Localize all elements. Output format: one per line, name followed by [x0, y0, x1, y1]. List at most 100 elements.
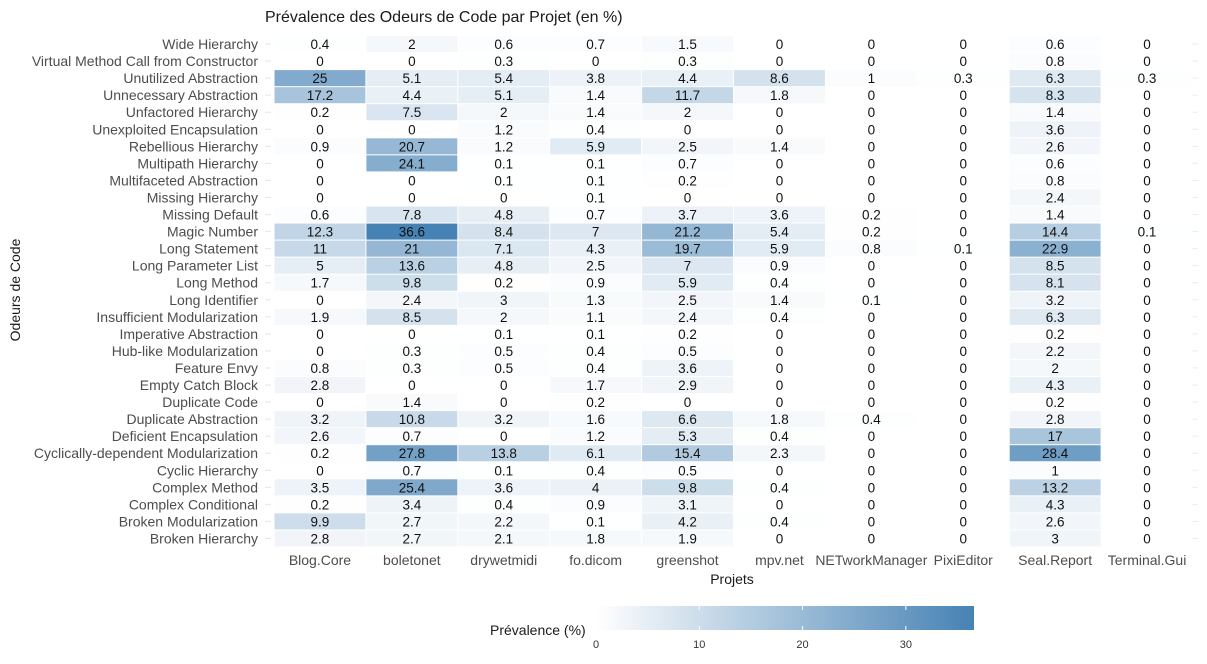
- heatmap-cell: [825, 308, 917, 325]
- cell-value-label: 1.2: [494, 122, 513, 137]
- cell-value-label: 24.1: [399, 156, 425, 171]
- cell-value-label: 2.4: [678, 310, 697, 325]
- heatmap-cell: [550, 308, 642, 325]
- cell-value-label: 4.3: [1046, 378, 1065, 393]
- heatmap-cell: [1101, 359, 1193, 376]
- cell-value-label: 1.4: [770, 293, 789, 308]
- heatmap-cell: [734, 462, 825, 479]
- heatmap-cell: [642, 206, 733, 223]
- heatmap-cell: [1009, 53, 1101, 70]
- cell-value-label: 0: [959, 327, 967, 342]
- heatmap-cell: [1009, 87, 1101, 104]
- heatmap-cell: [550, 325, 642, 342]
- cell-value-label: 0: [408, 327, 416, 342]
- cell-value-label: 0: [1143, 497, 1151, 512]
- heatmap-cell: [366, 428, 458, 445]
- heatmap-cell: [1009, 462, 1101, 479]
- heatmap-cell: [642, 53, 733, 70]
- cell-value-label: 0: [776, 497, 784, 512]
- cell-value-label: 0: [959, 429, 967, 444]
- cell-value-label: 0: [776, 344, 784, 359]
- y-axis-label: Unnecessary Abstraction: [103, 87, 258, 103]
- cell-value-label: 3.6: [770, 208, 789, 223]
- heatmap-cell: [1101, 206, 1193, 223]
- heatmap-cell: [274, 121, 366, 138]
- cell-value-label: 0: [868, 190, 876, 205]
- cell-value-label: 0.4: [770, 276, 789, 291]
- cell-value-label: 0: [868, 344, 876, 359]
- cell-value-label: 0: [868, 514, 876, 529]
- heatmap-cell: [825, 462, 917, 479]
- heatmap-cell: [642, 359, 733, 376]
- heatmap-cell: [917, 479, 1009, 496]
- cell-value-label: 0: [959, 208, 967, 223]
- y-axis-label: Complex Conditional: [129, 496, 258, 512]
- cell-value-label: 0: [776, 327, 784, 342]
- cell-value-label: 0: [959, 225, 967, 240]
- cell-value-label: 0: [1143, 122, 1151, 137]
- heatmap-cell-labels: 0.4 2 0.6 0.7 1.5 0 0 0 0.6 00 0 0.3 0 0.3 0 0 0 0.8 025 5.…: [307, 37, 1157, 546]
- heatmap-cell: [1009, 274, 1101, 291]
- heatmap-cell: [366, 274, 458, 291]
- heatmap-cell: [825, 394, 917, 411]
- heatmap-cell: [917, 53, 1009, 70]
- cell-value-label: 0: [959, 37, 967, 52]
- heatmap-cell: [274, 325, 366, 342]
- heatmap-cell: [1101, 189, 1193, 206]
- heatmap-cell: [550, 479, 642, 496]
- cell-value-label: 3.4: [402, 497, 421, 512]
- heatmap-cell: [825, 377, 917, 394]
- cell-value-label: 0: [776, 190, 784, 205]
- cell-value-label: 0: [776, 105, 784, 120]
- heatmap-cell: [642, 513, 733, 530]
- heatmap-cell: [825, 121, 917, 138]
- heatmap-cell: [825, 240, 917, 257]
- heatmap-cell: [642, 104, 733, 121]
- heatmap-cell: [1009, 155, 1101, 172]
- cell-value-label: 13.2: [1042, 480, 1068, 495]
- cell-value-label: 0.2: [311, 497, 330, 512]
- cell-value-label: 0.7: [678, 156, 697, 171]
- cell-value-label: 0.7: [402, 463, 421, 478]
- cell-value-label: 0: [500, 378, 508, 393]
- cell-value-label: 2.8: [1046, 412, 1065, 427]
- cell-value-label: 0: [592, 54, 600, 69]
- heatmap-cell: [825, 513, 917, 530]
- heatmap-cell: [642, 394, 733, 411]
- heatmap-cell: [550, 274, 642, 291]
- heatmap-cell: [1101, 257, 1193, 274]
- heatmap-cell: [917, 206, 1009, 223]
- heatmap-cell: [1009, 172, 1101, 189]
- y-axis-label: Magic Number: [167, 224, 258, 240]
- heatmap-cell: [917, 308, 1009, 325]
- cell-value-label: 28.4: [1042, 446, 1069, 461]
- cell-value-label: 0: [776, 463, 784, 478]
- cell-value-label: 7: [592, 225, 600, 240]
- cell-value-label: 0: [868, 173, 876, 188]
- y-axis-title: Odeurs de Code: [7, 238, 23, 341]
- heatmap-cell: [825, 257, 917, 274]
- legend-tick-label: 20: [796, 639, 808, 651]
- cell-value-label: 7: [684, 259, 692, 274]
- heatmap-cell: [1009, 496, 1101, 513]
- cell-value-label: 0: [959, 446, 967, 461]
- cell-value-label: 3: [1051, 531, 1059, 546]
- cell-value-label: 0.2: [494, 276, 513, 291]
- heatmap-cell: [274, 428, 366, 445]
- cell-value-label: 1.4: [586, 88, 605, 103]
- cell-value-label: 0: [500, 190, 508, 205]
- heatmap-cell: [366, 377, 458, 394]
- cell-value-label: 0: [959, 190, 967, 205]
- cell-value-label: 0: [868, 327, 876, 342]
- x-axis-label: greenshot: [656, 552, 718, 568]
- cell-value-label: 2.2: [494, 514, 513, 529]
- y-axis-label: Feature Envy: [175, 360, 258, 376]
- heatmap-cell: [1101, 342, 1193, 359]
- cell-value-label: 0.9: [770, 259, 789, 274]
- cell-value-label: 3.8: [586, 71, 605, 86]
- heatmap-cell: [825, 36, 917, 53]
- cell-value-label: 13.8: [491, 446, 517, 461]
- heatmap-cell: [1101, 274, 1193, 291]
- cell-value-label: 3.6: [678, 361, 697, 376]
- heatmap-cell: [458, 359, 550, 376]
